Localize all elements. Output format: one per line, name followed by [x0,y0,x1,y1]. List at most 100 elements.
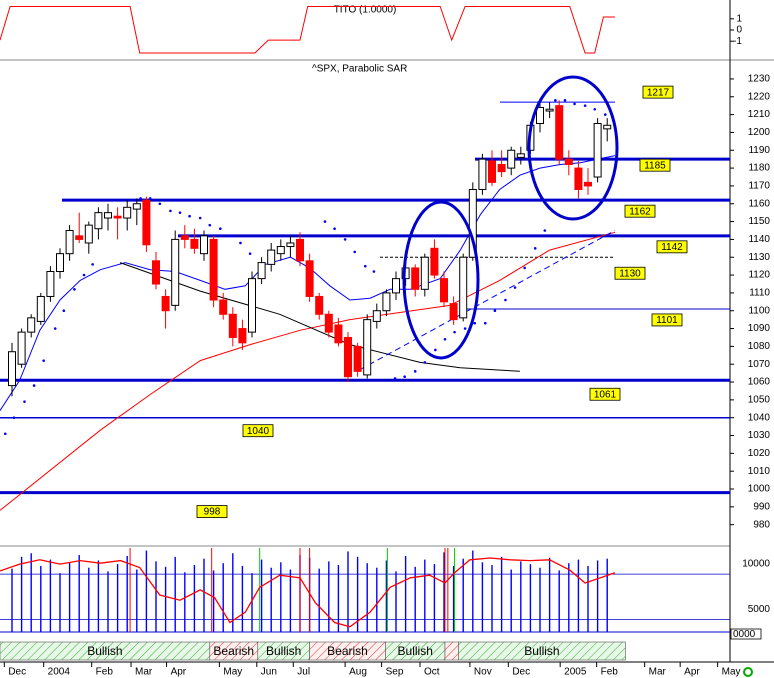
candle-body [27,317,36,333]
candle-body [315,295,324,315]
candle-body [488,160,497,183]
sar-dot [82,273,86,277]
overflow-box [730,628,762,640]
y-tick-label: 1060 [748,377,771,388]
y-tick-label: 1130 [748,252,770,263]
sar-dot [188,214,191,218]
x-tick-label: Feb [96,667,114,678]
candle-body [17,331,26,365]
candle-body [430,247,439,276]
y-tick-label: 1170 [748,181,770,192]
candle-body [257,262,266,280]
x-tick-label: Apr [171,667,187,678]
level-label: 1162 [629,206,651,217]
level-label-box [196,505,228,518]
candle-body [449,303,458,321]
level-label-box [656,240,688,254]
x-tick-label: Mar [649,667,667,678]
sar-dot [463,327,467,330]
annotations [402,75,753,677]
candle-body [382,292,391,312]
chart-title: ^SPX, Parabolic SAR [312,64,407,75]
signal-label: Bearish [327,644,368,658]
candle-body [497,164,506,173]
indicator-line [0,6,615,54]
candle-body [113,215,122,219]
sar-dot [169,209,172,213]
sar-dot [333,227,336,231]
y-tick-label: 1200 [748,127,771,138]
x-tick-label: Mar [135,667,153,678]
x-tick-label: 2004 [48,667,71,678]
candle-body [545,108,554,112]
y-tick-label: 1220 [748,91,771,102]
sar-dot [603,113,607,116]
level-label-box [651,313,683,327]
candle-body [555,105,564,160]
sar-dot [583,104,587,107]
candle-body [593,123,602,178]
candle-body [536,106,545,125]
sar-dot [198,216,202,220]
candle-body [104,212,113,219]
status-icon [743,667,753,677]
candle-body [267,249,276,265]
y-tick-label: 1030 [748,430,771,441]
candle-body [344,336,353,378]
y-tick-label: 1180 [748,163,770,174]
x-tick-label: Jul [297,667,310,678]
level-label: 998 [204,507,221,518]
y-tick-label: 5000 [748,604,771,615]
candle-body [161,295,170,312]
level-label: 1185 [644,160,666,171]
sar-dot [3,432,7,436]
sar-dot [139,197,142,200]
candle-body [56,253,65,272]
sar-dot [42,359,45,362]
candle-body [392,278,401,294]
candle-body [171,238,180,306]
level-label: 1101 [656,315,678,326]
sar-dot [23,400,26,403]
candle-body [305,260,314,297]
level-label-box [642,85,674,99]
overflow-label: 0000 [733,629,756,640]
sar-dot [453,330,456,334]
y-tick-label: 1100 [748,305,770,316]
sar-dot [543,229,547,232]
y-tick-label: 1000 [748,484,771,495]
stochastic-line [0,557,616,628]
candle-body [564,158,573,166]
candle-body [363,319,372,376]
y-tick-label: 1080 [748,341,771,352]
candle-body [334,324,343,344]
sar-dot [504,298,507,302]
sar-dot [443,337,447,341]
candle-body [296,238,305,262]
signal-label: Bullish [266,644,301,658]
sar-dot [323,220,327,223]
signal-label: Bullish [87,644,122,658]
sar-dot [219,227,222,231]
sar-dot [563,99,567,102]
level-label-box [589,387,621,401]
level-label-box [624,204,656,218]
y-tick-label: 1 [736,13,742,24]
sar-dot [91,263,94,266]
candle-body [286,242,295,248]
signal-label: Bearish [213,644,254,658]
sar-dot [483,321,487,325]
candle-body [142,199,151,246]
candle-body [478,158,487,190]
sar-dot [228,234,232,238]
sar-dot [493,309,497,313]
x-tick-label: Sep [386,667,404,678]
candle-body [372,310,381,322]
candle-body [8,351,17,387]
indicator-line [359,230,616,371]
sar-dot [554,99,557,102]
sar-dot [523,266,526,270]
candle-body [603,124,612,130]
sar-dot [363,264,367,268]
